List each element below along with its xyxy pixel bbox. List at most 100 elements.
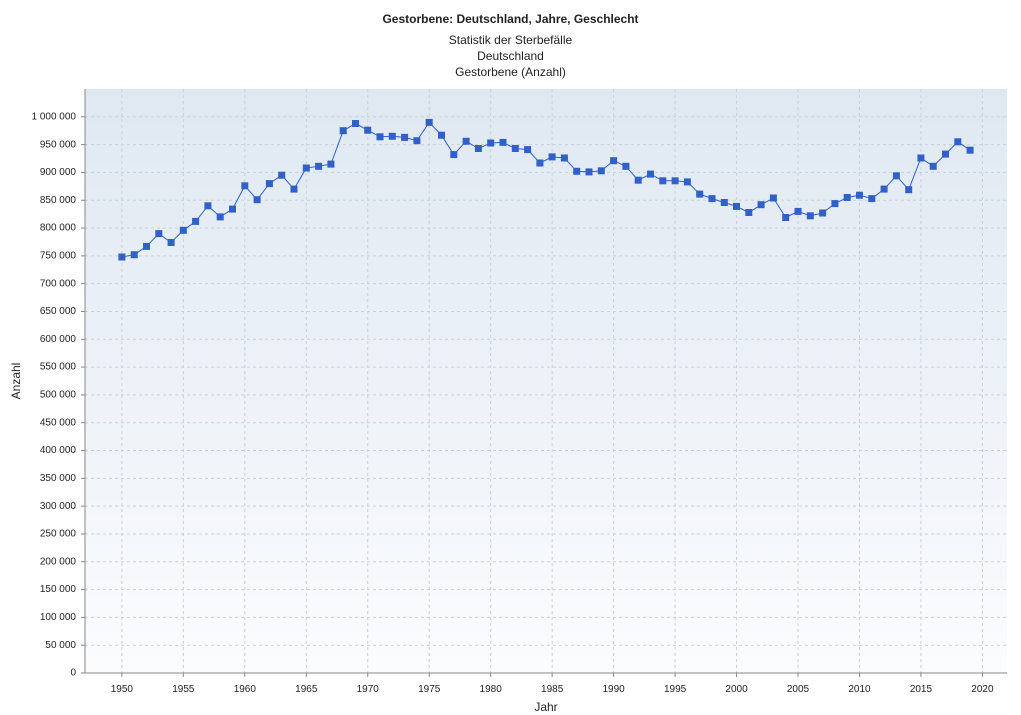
data-point [917, 154, 925, 162]
data-point [167, 239, 175, 246]
data-point [290, 185, 298, 193]
data-point [352, 120, 359, 127]
x-tick-label: 1955 [172, 684, 195, 695]
y-tick-label: 150 000 [40, 584, 77, 595]
data-point [376, 133, 384, 141]
data-point [708, 195, 716, 203]
chart-subtitle-2: Deutschland [477, 49, 544, 63]
data-point [130, 251, 138, 259]
data-point [585, 168, 593, 176]
data-point [265, 180, 273, 188]
x-axis-title: Jahr [534, 700, 557, 714]
data-point [806, 212, 814, 220]
x-tick-label: 2005 [787, 684, 810, 695]
data-point [942, 150, 949, 158]
data-point [634, 176, 642, 184]
series [118, 118, 974, 261]
data-point [425, 118, 433, 126]
data-point [511, 145, 519, 152]
y-tick-label: 550 000 [40, 362, 77, 373]
data-point [548, 153, 556, 161]
data-point [622, 162, 630, 170]
data-point [782, 214, 790, 221]
y-tick-label: 1 000 000 [32, 111, 77, 122]
y-tick-label: 450 000 [40, 417, 77, 428]
y-tick-label: 700 000 [40, 278, 77, 289]
y-tick-label: 650 000 [40, 306, 77, 317]
x-tick-label: 2020 [971, 684, 994, 695]
chart-title: Gestorbene: Deutschland, Jahre, Geschlec… [382, 12, 639, 26]
data-point [610, 157, 618, 165]
y-tick-label: 600 000 [40, 334, 77, 345]
data-point [892, 172, 900, 180]
grid [85, 89, 1007, 673]
data-point [659, 177, 667, 185]
x-tick-label: 1950 [111, 684, 134, 695]
y-tick-label: 950 000 [40, 139, 77, 150]
data-point [720, 199, 728, 206]
data-point [229, 205, 236, 213]
data-point [573, 167, 581, 175]
y-tick-label: 500 000 [40, 390, 77, 401]
x-tick-label: 1980 [480, 684, 503, 695]
data-point [696, 190, 704, 198]
data-point [647, 170, 654, 178]
data-point [856, 191, 863, 199]
data-point [216, 213, 224, 221]
data-point [364, 126, 372, 134]
y-tick-label: 300 000 [40, 501, 77, 512]
data-point [769, 194, 777, 202]
data-point [794, 207, 802, 215]
data-point [438, 131, 445, 139]
data-point [524, 146, 532, 154]
y-tick-label: 900 000 [40, 167, 77, 178]
data-point [192, 217, 200, 225]
data-point [868, 195, 876, 203]
data-point [683, 178, 691, 186]
chart-subtitle-3: Gestorbene (Anzahl) [455, 65, 566, 79]
y-tick-label: 50 000 [45, 640, 76, 651]
x-tick-label: 1985 [541, 684, 564, 695]
data-point [597, 167, 605, 175]
data-point [733, 202, 740, 210]
chart-subtitle-1: Statistik der Sterbefälle [448, 33, 573, 47]
data-point [905, 186, 913, 194]
data-point [474, 145, 482, 152]
series-line [121, 121, 971, 258]
data-point [929, 162, 937, 170]
data-point [757, 201, 765, 209]
data-point [302, 164, 310, 172]
data-point [413, 137, 421, 145]
y-tick-label: 0 [70, 668, 76, 679]
data-point [179, 226, 187, 234]
data-point [143, 242, 150, 250]
x-tick-label: 2000 [725, 684, 748, 695]
y-tick-label: 850 000 [40, 195, 77, 206]
data-point [204, 202, 212, 210]
data-point [954, 138, 962, 146]
data-point [401, 133, 409, 141]
data-point [462, 137, 470, 145]
data-point [278, 171, 286, 179]
x-tick-label: 1960 [234, 684, 257, 695]
data-point [560, 154, 568, 162]
y-tick-label: 200 000 [40, 556, 77, 567]
data-point [118, 253, 126, 261]
x-tick-label: 2010 [848, 684, 871, 695]
data-point [487, 139, 495, 147]
x-tick-label: 1970 [357, 684, 380, 695]
data-point [843, 194, 851, 201]
x-tick-label: 1965 [295, 684, 318, 695]
data-point [155, 230, 163, 238]
data-point [745, 209, 753, 216]
data-point [671, 177, 679, 185]
x-tick-label: 1995 [664, 684, 687, 695]
x-tick-label: 2015 [910, 684, 933, 695]
data-point [388, 132, 396, 140]
axes [81, 89, 1007, 677]
data-point [819, 209, 827, 217]
data-point [966, 146, 974, 154]
y-tick-label: 100 000 [40, 612, 77, 623]
data-point [499, 138, 507, 146]
